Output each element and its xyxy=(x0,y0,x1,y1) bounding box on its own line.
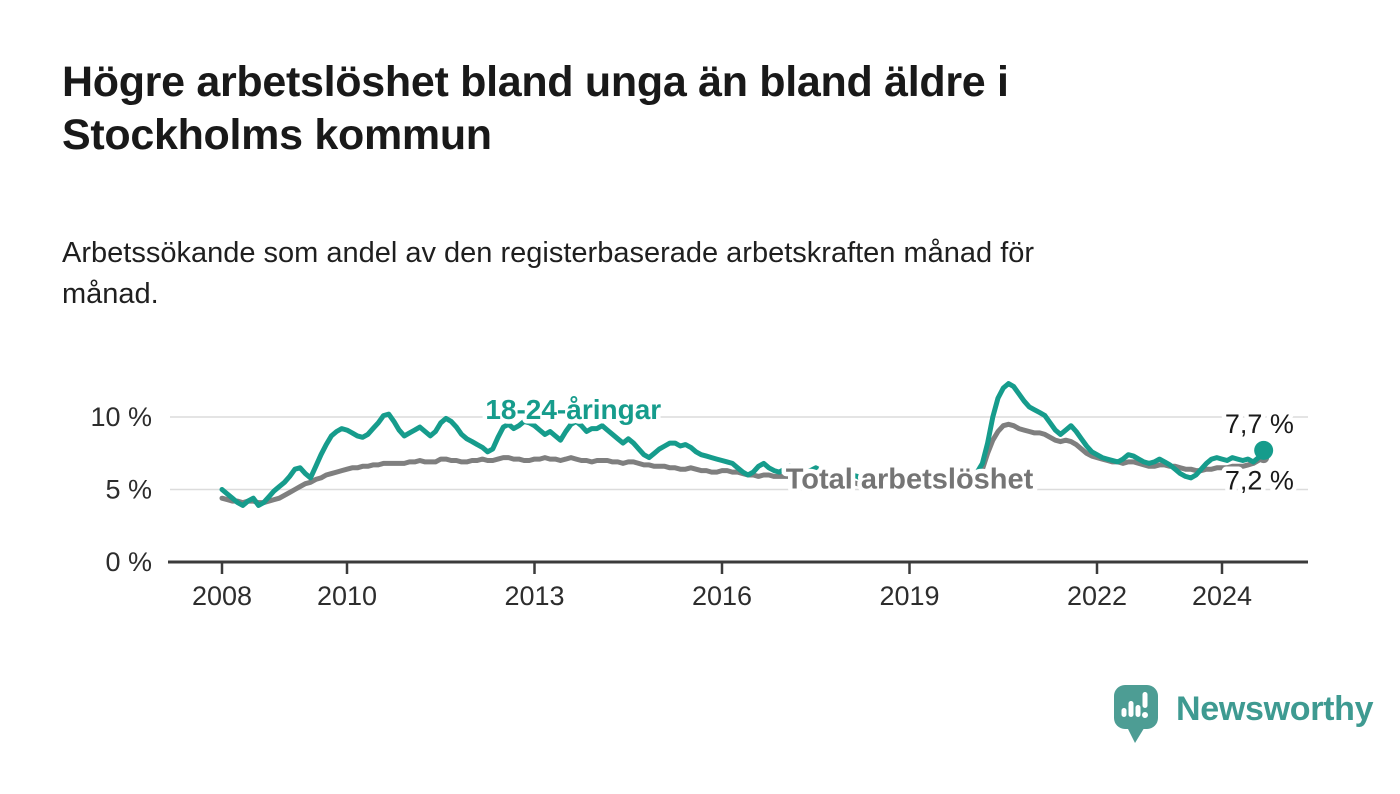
chart-annotation: Total arbetslöshet xyxy=(786,463,1034,495)
x-tick-label: 2008 xyxy=(192,581,252,611)
newsworthy-logo-text: Newsworthy xyxy=(1176,690,1374,728)
series-line-total xyxy=(219,421,1267,506)
chart-annotation: 18-24-åringar xyxy=(485,394,661,425)
y-tick-label: 10 % xyxy=(90,402,152,432)
newsworthy-logo: Newsworthy xyxy=(1113,684,1374,748)
series-end-dot-youth xyxy=(1254,440,1274,460)
y-tick-label: 0 % xyxy=(105,547,152,577)
page-title: Högre arbetslöshet bland unga än bland ä… xyxy=(62,58,1009,160)
x-tick-label: 2019 xyxy=(879,581,939,611)
page-subtitle: Arbetssökande som andel av den registerb… xyxy=(62,237,1035,311)
y-tick-label: 5 % xyxy=(105,475,152,505)
x-tick-label: 2016 xyxy=(692,581,752,611)
x-tick-label: 2022 xyxy=(1067,581,1127,611)
chart-annotation: 7,2 % xyxy=(1225,466,1294,496)
x-tick-label: 2024 xyxy=(1192,581,1252,611)
x-tick-label: 2010 xyxy=(317,581,377,611)
chart-annotation: 7,7 % xyxy=(1225,409,1294,439)
series-line-youth xyxy=(219,381,1267,508)
newsworthy-logo-icon xyxy=(1114,685,1158,743)
x-tick-label: 2013 xyxy=(504,581,564,611)
